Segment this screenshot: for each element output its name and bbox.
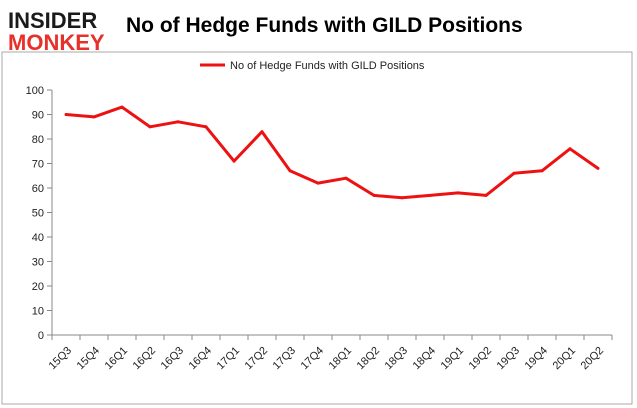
y-tick-label: 70 — [32, 159, 44, 171]
insider-monkey-logo: INSIDER MONKEY — [8, 8, 120, 56]
y-tick-label: 40 — [32, 232, 44, 244]
data-point — [540, 169, 544, 173]
y-tick-label: 50 — [32, 208, 44, 220]
logo-line-2: MONKEY — [8, 30, 105, 55]
x-tick-label: 18Q3 — [383, 345, 411, 373]
y-tick-label: 0 — [38, 330, 44, 342]
data-point — [596, 166, 600, 170]
x-tick-label: 19Q3 — [495, 345, 523, 373]
x-tick-label: 15Q4 — [75, 345, 103, 373]
data-point — [316, 181, 320, 185]
x-tick-label: 16Q1 — [103, 345, 131, 373]
y-tick-label: 30 — [32, 257, 44, 269]
series-layer — [64, 105, 600, 200]
x-tick-label: 18Q4 — [411, 345, 439, 373]
logo-line-1: INSIDER — [8, 8, 98, 33]
x-tick-label: 20Q2 — [579, 345, 607, 373]
y-tick-label: 100 — [26, 85, 44, 97]
data-point — [120, 105, 124, 109]
x-tick-label: 17Q2 — [243, 345, 271, 373]
x-tick-label: 17Q4 — [299, 345, 327, 373]
data-point — [148, 125, 152, 129]
series-line — [65, 105, 599, 200]
data-point — [484, 193, 488, 197]
x-tick-label: 19Q4 — [523, 345, 551, 373]
data-point — [64, 113, 68, 116]
x-tick-label: 17Q3 — [271, 345, 299, 373]
data-point — [568, 147, 572, 151]
data-point — [428, 193, 432, 197]
data-point — [512, 171, 516, 175]
axes — [51, 90, 612, 336]
data-point — [176, 120, 180, 124]
data-point — [260, 130, 264, 134]
data-point — [204, 125, 208, 129]
data-point — [92, 115, 96, 119]
x-tick-label: 18Q2 — [355, 345, 383, 373]
x-tick-label: 16Q4 — [187, 345, 215, 373]
x-tick-label: 19Q1 — [439, 345, 467, 373]
y-tick-label: 20 — [32, 281, 44, 293]
x-axis-ticks: 15Q3 15Q4 16Q1 16Q2 16Q3 16Q4 17Q1 17Q2 17Q3 17Q4… — [47, 335, 613, 373]
chart-title: No of Hedge Funds with GILD Positions — [126, 14, 523, 37]
data-point — [456, 191, 460, 195]
legend-label: No of Hedge Funds with GILD Positions — [230, 60, 425, 72]
x-tick-label: 15Q3 — [47, 345, 75, 373]
data-point — [344, 176, 348, 180]
y-axis-ticks: 0 10 20 30 40 50 60 70 80 90 100 — [26, 85, 52, 342]
chart-border — [1, 51, 633, 405]
legend: No of Hedge Funds with GILD Positions — [200, 60, 425, 72]
y-tick-label: 60 — [32, 183, 44, 195]
y-tick-label: 90 — [32, 110, 44, 122]
data-point — [400, 196, 404, 200]
x-tick-label: 20Q1 — [551, 345, 579, 373]
x-tick-label: 17Q1 — [215, 345, 243, 373]
y-tick-label: 80 — [32, 134, 44, 146]
data-point — [288, 169, 292, 173]
data-point — [372, 193, 376, 197]
x-tick-label: 19Q2 — [467, 345, 495, 373]
x-tick-label: 18Q1 — [327, 345, 355, 373]
x-tick-label: 16Q2 — [131, 345, 159, 373]
x-tick-label: 16Q3 — [159, 345, 187, 373]
data-point — [232, 159, 236, 163]
y-tick-label: 10 — [32, 306, 44, 318]
